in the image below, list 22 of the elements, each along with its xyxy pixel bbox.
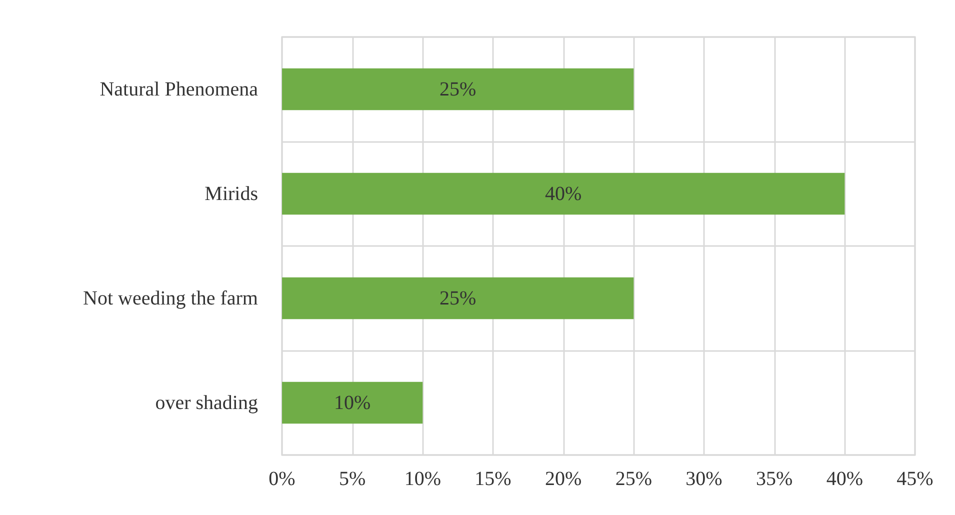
y-tick-label: over shading [155,392,258,414]
bar [282,172,845,215]
x-tick-label: 30% [686,468,722,490]
x-tick-label: 35% [756,468,793,490]
bar [282,277,634,320]
x-tick-label: 40% [826,468,864,490]
y-tick-label: Natural Phenomena [100,78,258,100]
data-label: 25% [439,78,476,100]
x-tick-label: 20% [544,468,582,490]
x-tick-label: 10% [404,468,442,490]
x-tick-label: 5% [338,468,366,490]
x-tick-label: 15% [474,468,512,490]
bar [282,382,423,424]
data-label: 10% [334,392,371,414]
x-tick-label: 25% [615,468,652,490]
data-label: 25% [439,287,476,310]
y-tick-label: Not weeding the farm [83,287,258,310]
bar [282,68,634,110]
x-tick-label: 0% [268,468,296,490]
x-tick-label: 45% [896,468,934,490]
y-tick-label: Mirids [204,182,258,205]
data-label: 40% [544,182,582,205]
